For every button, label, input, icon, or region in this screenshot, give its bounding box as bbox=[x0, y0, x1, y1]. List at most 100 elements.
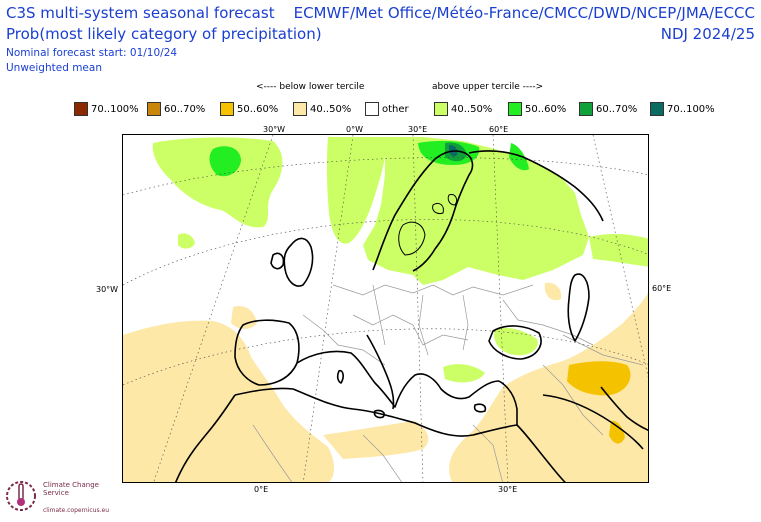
tick-top-30e: 30°E bbox=[408, 125, 428, 134]
legend-label: 50..60% bbox=[237, 103, 279, 115]
forecast-map bbox=[122, 134, 649, 483]
coastline-arabia bbox=[542, 394, 644, 450]
tick-bottom-30e: 30°E bbox=[498, 485, 518, 494]
coastline-black-sea bbox=[488, 325, 542, 360]
border-line bbox=[352, 314, 469, 346]
legend-item: 50..60% bbox=[220, 101, 278, 117]
legend-label: 70..100% bbox=[91, 103, 139, 115]
legend-label: 60..70% bbox=[164, 103, 206, 115]
inland-lakes bbox=[398, 194, 458, 256]
baltic-sea bbox=[398, 221, 426, 256]
coastline-red-sea bbox=[516, 424, 566, 482]
above-40-50-north-atlantic bbox=[152, 137, 283, 228]
coastline-levant bbox=[498, 380, 518, 425]
tick-top-60e: 60°E bbox=[489, 125, 509, 134]
above-50-60-kola bbox=[509, 143, 529, 171]
border-line bbox=[362, 434, 403, 482]
tick-top-30w: 30°W bbox=[263, 125, 286, 134]
below-40-50-middle-east bbox=[449, 292, 648, 482]
forecast-period: NDJ 2024/25 bbox=[660, 25, 755, 43]
coastline-italy bbox=[366, 334, 395, 410]
coastline-scandinavia bbox=[372, 150, 474, 272]
above-50-100-areas bbox=[209, 140, 529, 177]
parallel-line bbox=[123, 328, 648, 386]
tick-left-30w: 30°W bbox=[96, 285, 119, 294]
legend-swatch bbox=[147, 102, 161, 116]
logo-url: climate.copernicus.eu bbox=[43, 507, 110, 514]
legend-swatch bbox=[293, 102, 307, 116]
border-line bbox=[252, 424, 293, 482]
below-50-60-areas bbox=[567, 361, 631, 444]
coastline-persian-gulf bbox=[600, 386, 648, 432]
legend-swatch bbox=[365, 102, 379, 116]
forecast-start: Nominal forecast start: 01/10/24 bbox=[6, 47, 178, 59]
country-borders bbox=[252, 284, 644, 482]
below-tercile-label: <---- below lower tercile bbox=[256, 82, 365, 92]
below-40-50-atlantic-africa bbox=[123, 320, 334, 482]
legend-swatch bbox=[650, 102, 664, 116]
coastline-caspian bbox=[567, 273, 590, 342]
coastline-europe-south bbox=[296, 350, 500, 408]
coastlines bbox=[174, 150, 648, 482]
weighting-note: Unweighted mean bbox=[6, 62, 102, 74]
below-40-50-iberia bbox=[231, 305, 257, 329]
legend-swatch bbox=[579, 102, 593, 116]
border-line bbox=[332, 284, 534, 296]
lake-ladoga bbox=[432, 202, 444, 214]
below-50-60-arabia bbox=[567, 361, 631, 396]
legend-item: 40..50% bbox=[434, 101, 492, 117]
logo-service-name: Climate Change Service bbox=[43, 481, 99, 497]
tick-right-60e: 60°E bbox=[652, 284, 672, 293]
copernicus-logo: Climate Change Service climate.copernicu… bbox=[4, 476, 124, 520]
coastline-ireland bbox=[270, 252, 285, 270]
meridian-line bbox=[302, 135, 354, 482]
border-line bbox=[462, 294, 469, 351]
coastline-africa-north bbox=[234, 387, 518, 437]
coastline-africa-west bbox=[174, 394, 236, 482]
graticule bbox=[123, 135, 648, 482]
above-40-50-black-sea bbox=[494, 327, 538, 356]
legend-label: other bbox=[382, 103, 409, 115]
legend-item: 50..60% bbox=[508, 101, 566, 117]
legend-label: 50..60% bbox=[525, 103, 567, 115]
title-line1: C3S multi-system seasonal forecast bbox=[6, 4, 275, 22]
above-tercile-label: above upper tercile ----> bbox=[432, 82, 544, 92]
border-line bbox=[542, 364, 604, 436]
border-line bbox=[302, 314, 386, 366]
border-line bbox=[472, 424, 503, 482]
legend-label: 60..70% bbox=[596, 103, 638, 115]
lake-onega bbox=[447, 194, 458, 206]
below-40-50-areas bbox=[123, 282, 648, 482]
legend-item: 60..70% bbox=[579, 101, 637, 117]
border-line bbox=[502, 299, 594, 346]
legend-swatch bbox=[508, 102, 522, 116]
legend-label: 40..50% bbox=[451, 103, 493, 115]
border-line bbox=[418, 294, 429, 356]
above-40-50-turkey bbox=[443, 364, 485, 383]
parallel-line bbox=[123, 157, 648, 196]
coastline-cyprus bbox=[473, 403, 487, 413]
coastline-sardinia bbox=[336, 369, 344, 384]
above-50-60-northsea bbox=[209, 146, 241, 177]
below-50-60-red-sea bbox=[609, 420, 625, 444]
coastline-iberia bbox=[234, 319, 300, 386]
coastline-sicily bbox=[373, 409, 386, 419]
legend-label: 40..50% bbox=[310, 103, 352, 115]
tick-bottom-0e: 0°E bbox=[254, 485, 269, 494]
legend-item: 40..50% bbox=[293, 101, 351, 117]
legend-label: 70..100% bbox=[667, 103, 715, 115]
below-40-50-north-africa-strip bbox=[323, 421, 429, 459]
above-40-50-iceland bbox=[178, 233, 195, 249]
title-line2: Prob(most likely category of precipitati… bbox=[6, 25, 322, 43]
legend-swatch bbox=[220, 102, 234, 116]
coastline-uk bbox=[283, 237, 314, 287]
legend-swatch bbox=[74, 102, 88, 116]
systems-list: ECMWF/Met Office/Météo-France/CMCC/DWD/N… bbox=[293, 4, 755, 22]
tick-top-0w: 0°W bbox=[346, 125, 363, 134]
border-line bbox=[562, 334, 644, 366]
border-line bbox=[372, 284, 386, 346]
legend-item: 60..70% bbox=[147, 101, 205, 117]
legend-swatch bbox=[434, 102, 448, 116]
above-40-50-east bbox=[589, 233, 648, 267]
coastline-north-russia bbox=[468, 150, 604, 222]
